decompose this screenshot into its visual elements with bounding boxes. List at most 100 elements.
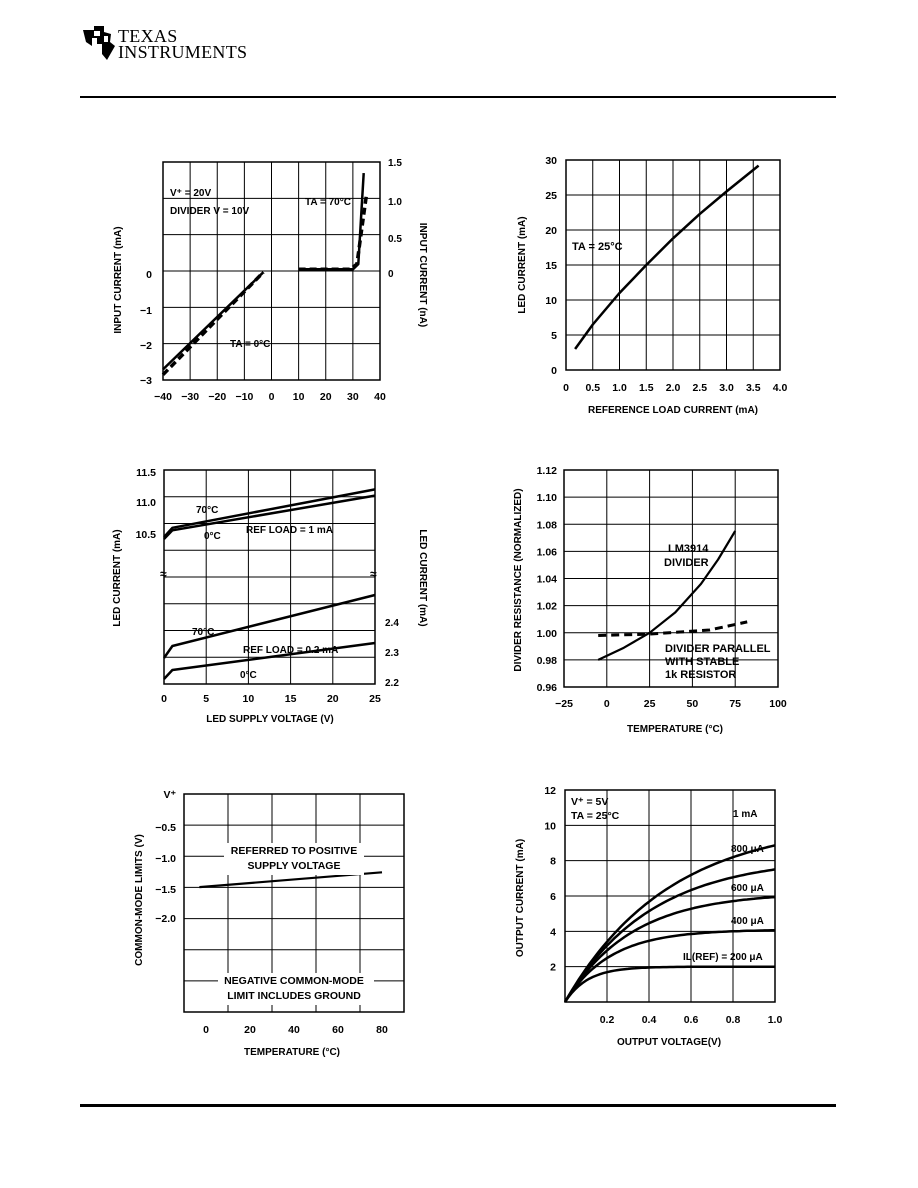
y-tick-label: −0.5 <box>155 822 176 834</box>
x-tick-label: 5 <box>203 693 209 705</box>
x-axis-label: REFERENCE LOAD CURRENT (mA) <box>588 405 758 416</box>
x-tick-label: −25 <box>555 698 573 710</box>
annotation-70c-1ma: 70°C <box>196 505 218 516</box>
x-tick-label: 0.2 <box>600 1014 615 1026</box>
x-tick-label: 0 <box>604 698 610 710</box>
company-line2: INSTRUMENTS <box>118 42 248 62</box>
annotation-negative: NEGATIVE COMMON-MODE <box>224 975 364 987</box>
series-ta70-solid <box>298 173 365 271</box>
x-tick-labels: 0.2 0.4 0.6 0.8 1.0 <box>600 1014 783 1026</box>
x-tick-labels: 0 0.5 1.0 1.5 2.0 2.5 3.0 3.5 4.0 <box>563 382 787 394</box>
x-tick-label: 50 <box>687 698 699 710</box>
y-tick-label: 2 <box>550 962 556 974</box>
series-ta70-dashed <box>298 195 369 272</box>
y-tick-label: 11.5 <box>136 467 156 479</box>
series-ta25 <box>574 164 760 350</box>
label-1ma: 1 mA <box>733 809 757 820</box>
x-tick-label: −10 <box>235 391 253 403</box>
series-il-ref-200-a <box>563 965 775 1003</box>
plot-frame <box>183 793 405 1013</box>
x-tick-label: 4.0 <box>773 382 788 394</box>
x-tick-label: 20 <box>327 693 339 705</box>
x-tick-label: 0.6 <box>684 1014 699 1026</box>
label-200ua: IL(REF) = 200 μA <box>683 952 763 963</box>
ti-logo-icon <box>83 26 115 60</box>
x-axis-label: TEMPERATURE (°C) <box>627 724 723 735</box>
page-header: TEXAS INSTRUMENTS <box>0 0 918 100</box>
y-tick-label: 2.3 <box>385 648 399 659</box>
y-tick-label: 0.96 <box>537 682 558 694</box>
x-tick-label: 0.4 <box>642 1014 657 1026</box>
series-1ma-0c <box>163 494 376 540</box>
x-tick-label: 25 <box>644 698 656 710</box>
y-left-tick-labels: 0 −1 −2 −3 <box>140 269 152 387</box>
y-tick-label: 0.5 <box>388 234 402 245</box>
x-tick-label: 0 <box>203 1024 209 1036</box>
y-right-tick-labels: 1.5 1.0 0.5 0 <box>388 158 402 280</box>
y-axis-label: OUTPUT CURRENT (mA) <box>515 839 526 957</box>
annotation-1k-resistor: 1k RESISTOR <box>665 669 736 681</box>
y-tick-label: 5 <box>551 330 557 342</box>
ti-logo: TEXAS INSTRUMENTS <box>80 22 247 68</box>
y-tick-label: −1.5 <box>155 884 176 896</box>
series-lines <box>161 173 369 376</box>
annotation-divider: DIVIDER <box>664 557 709 569</box>
series-divider-parallel <box>598 620 748 637</box>
annotation-ta25: TA = 25°C <box>571 810 620 822</box>
y-tick-label: −2.0 <box>155 913 176 925</box>
y-tick-label: 10 <box>545 295 557 307</box>
x-tick-label: 2.0 <box>666 382 681 394</box>
ti-logo-text: TEXAS INSTRUMENTS <box>118 27 248 62</box>
x-tick-label: 0.8 <box>726 1014 741 1026</box>
series-800-a <box>563 868 776 1003</box>
x-tick-labels: 0 20 40 60 80 <box>203 1024 388 1036</box>
x-tick-label: 1.5 <box>639 382 654 394</box>
x-axis-label: OUTPUT VOLTAGE(V) <box>617 1037 721 1048</box>
series-lines <box>563 844 776 1003</box>
y-tick-label: 1.5 <box>388 158 402 169</box>
y-tick-labels: 0 5 10 15 20 25 30 <box>545 155 557 377</box>
annotation-vplus: V⁺ = 5V <box>571 796 608 808</box>
chart-input-current: −40 −30 −20 −10 0 10 20 30 40 0 −1 −2 −3 1.5 1.0 0.5 0… <box>113 158 428 403</box>
y-tick-label: 10.5 <box>136 529 157 541</box>
y-axis-label-right: LED CURRENT (mA) <box>417 529 428 626</box>
y-tick-label: 4 <box>550 926 556 938</box>
y-tick-label: 0 <box>146 269 152 281</box>
label-800ua: 800 μA <box>731 844 764 855</box>
x-axis-label: LED SUPPLY VOLTAGE (V) <box>206 714 333 725</box>
x-tick-label: 3.5 <box>746 382 761 394</box>
y-tick-label: 12 <box>544 785 556 797</box>
series-lm3914-divider <box>597 530 737 661</box>
x-tick-label: 0 <box>563 382 569 394</box>
y-tick-label: V⁺ <box>163 789 176 801</box>
y-tick-label: 6 <box>550 891 556 903</box>
y-tick-label: 1.04 <box>537 574 558 586</box>
x-tick-label: −30 <box>181 391 199 403</box>
x-tick-label: 20 <box>320 391 332 403</box>
axis-break-right: ≈ <box>370 567 377 581</box>
y-tick-labels: 2 4 6 8 10 12 <box>544 785 556 974</box>
chart-led-vs-supply: 0 5 10 15 20 25 11.5 11.0 10.5 2.4 2.3 2.2 ≈ ≈ LE… <box>112 467 428 725</box>
y-tick-label: −1 <box>140 305 152 317</box>
series-1-ma <box>563 844 776 1003</box>
footer-rule <box>80 1104 836 1107</box>
chart-common-mode-limits: 0 20 40 60 80 V⁺ −0.5 −1.0 −1.5 −2.0 TEMPERATURE… <box>134 789 405 1058</box>
annotation-ground: LIMIT INCLUDES GROUND <box>227 990 361 1002</box>
label-600ua: 600 μA <box>731 883 764 894</box>
series-1ma-70c <box>163 488 376 538</box>
series-02ma-70c <box>162 593 376 659</box>
y-tick-label: −1.0 <box>155 853 176 865</box>
x-tick-label: 10 <box>293 391 305 403</box>
x-tick-label: 0.5 <box>585 382 600 394</box>
y-axis-label-right: INPUT CURRENT (nA) <box>417 223 428 327</box>
y-axis-label-left: INPUT CURRENT (mA) <box>113 226 124 333</box>
x-tick-label: 0 <box>161 693 167 705</box>
y-tick-label: 1.08 <box>537 519 558 531</box>
chart-divider-resistance: −25 0 25 50 75 100 0.96 0.98 1.00 1.02 1.04 1.06 1.… <box>513 465 787 735</box>
y-tick-label: 1.02 <box>537 601 558 613</box>
y-tick-label: 2.2 <box>385 678 399 689</box>
y-tick-label: 1.06 <box>537 546 558 558</box>
y-axis-label: COMMON-MODE LIMITS (V) <box>134 834 145 966</box>
y-tick-label: 0.98 <box>537 655 558 667</box>
annotation-divider: DIVIDER V = 10V <box>170 206 250 217</box>
